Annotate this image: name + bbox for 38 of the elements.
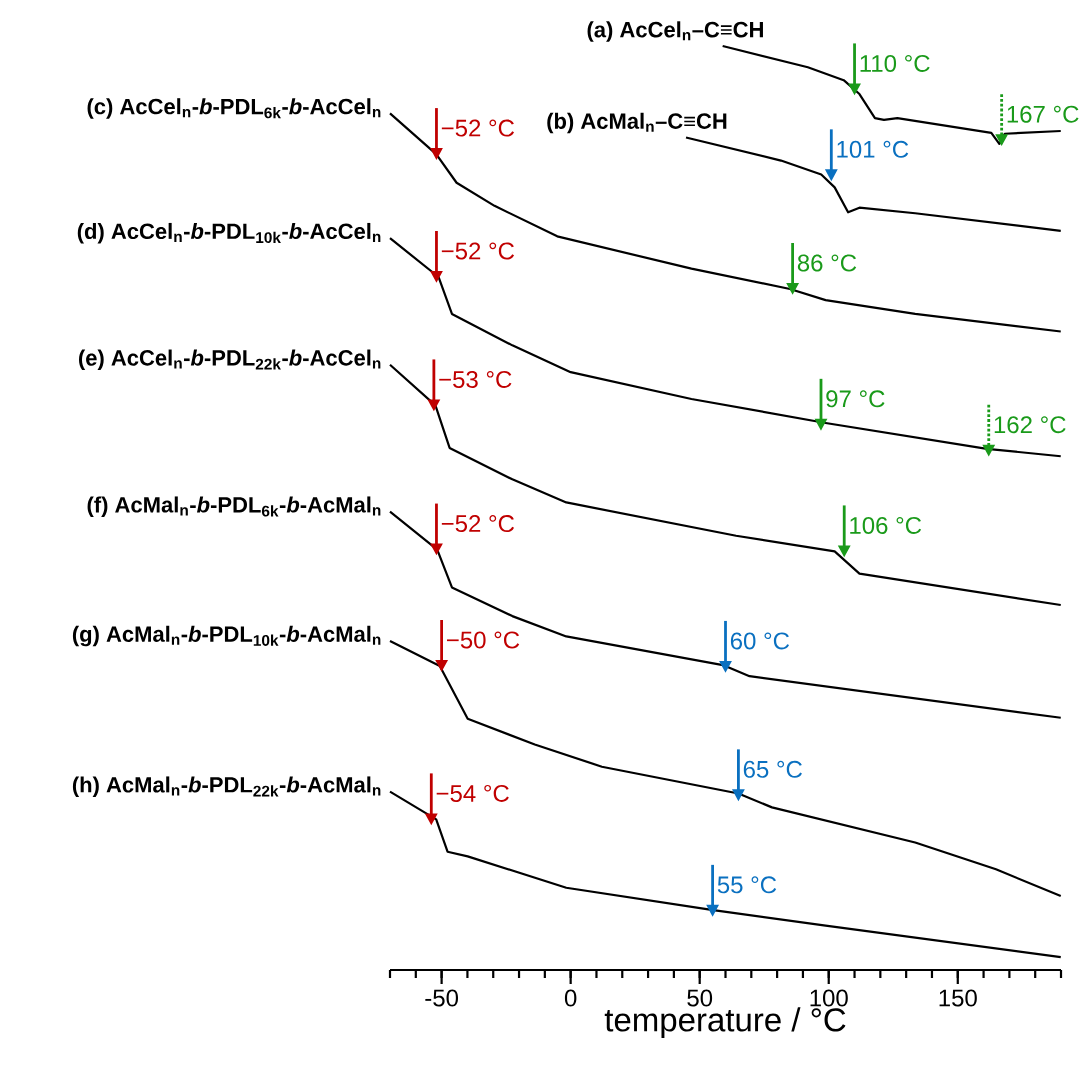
point	[436, 660, 448, 671]
annotation: 55 °C	[717, 876, 777, 894]
annotation: −52 °C	[441, 515, 515, 533]
point	[430, 148, 442, 159]
annotation: −54 °C	[436, 784, 509, 802]
x-tick-label: 150	[939, 989, 977, 1007]
text: (c) AcCel$_{n}$-b-PDL$_{6k}$-b-AcCel$_{n}$	[87, 98, 381, 119]
annotation: 65 °C	[743, 760, 802, 778]
text: (g) AcMal$_{n}$-b-PDL$_{10k}$-b-AcMal$_{n}$	[72, 625, 381, 647]
series-label: (a) AcCel$_{n}$–C≡CH	[587, 21, 763, 42]
annotation: −52 °C	[441, 242, 515, 260]
x-tick-label: 100	[810, 989, 848, 1007]
x-tick-label: 0	[564, 989, 577, 1007]
point	[787, 283, 799, 294]
text: (f) AcMal$_{n}$-b-PDL$_{6k}$-b-AcMal$_{n}$	[87, 496, 381, 517]
annotation: 167 °C	[1007, 105, 1079, 123]
annotation: −52 °C	[441, 119, 515, 137]
series-label: (b) AcMal$_{n}$–C≡CH	[547, 112, 727, 134]
x-tick-label: -50	[425, 989, 459, 1007]
annotation: 86 °C	[797, 254, 857, 272]
x-axis-title: temperature / °C	[604, 1007, 846, 1039]
annotation: 101 °C	[837, 140, 909, 158]
point	[707, 904, 719, 916]
annotation: 60 °C	[730, 632, 790, 650]
point	[996, 134, 1008, 145]
annotation: 110 °C	[860, 54, 930, 72]
point	[720, 660, 731, 672]
x-tick-label: 50	[687, 989, 713, 1007]
point	[430, 270, 442, 282]
text: (d) AcCel$_{n}$-b-PDL$_{10k}$-b-AcCel$_{n}$	[77, 222, 381, 244]
annotation: −53 °C	[439, 370, 512, 388]
annotation: 97 °C	[826, 390, 885, 408]
annotation: −50 °C	[447, 631, 520, 649]
text: (e) AcCel$_{n}$-b-PDL$_{22k}$-b-AcCel$_{n}$	[78, 349, 381, 371]
annotation: 106 °C	[850, 516, 922, 534]
annotation: 162 °C	[994, 416, 1066, 434]
point	[815, 418, 827, 430]
text: (h) AcMal$_{n}$-b-PDL$_{22k}$-b-AcMal$_{n}$	[72, 776, 381, 797]
